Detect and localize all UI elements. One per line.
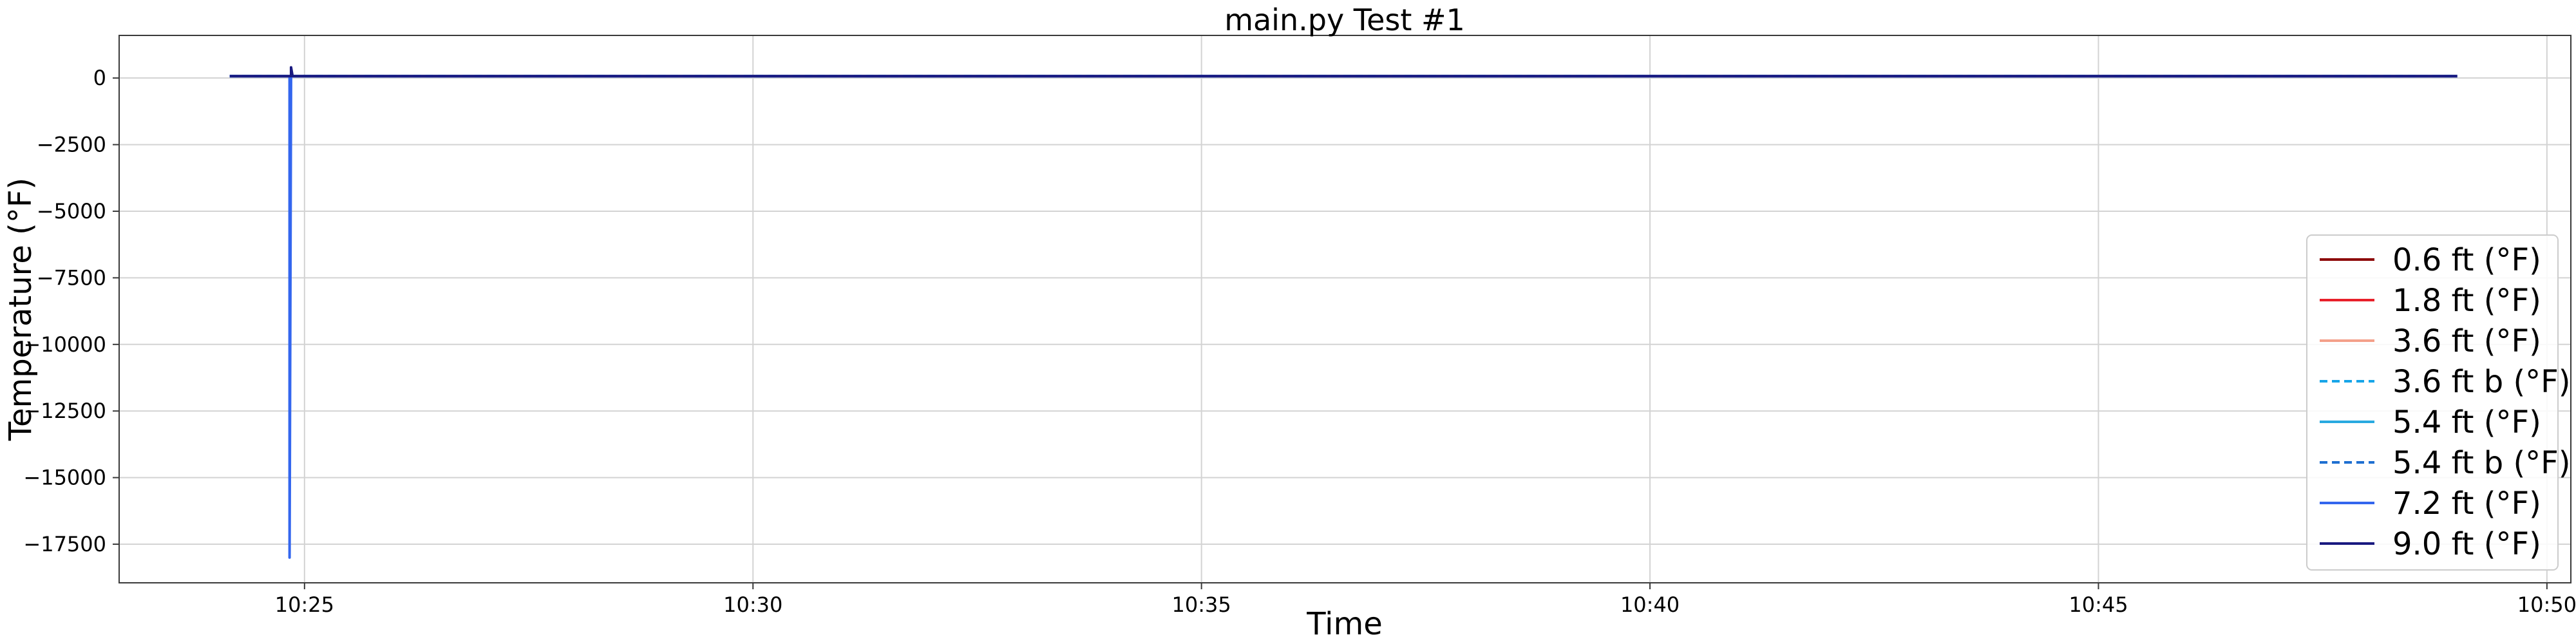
series-line [229, 66, 2458, 78]
x-axis: 10:25 10:30 10:35 10:40 10:45 10:50 [275, 583, 2576, 617]
y-axis-label: Temperature (°F) [3, 178, 39, 441]
y-tick-label: −7500 [37, 265, 106, 290]
legend-label: 3.6 ft b (°F) [2392, 364, 2571, 400]
plot-background [119, 35, 2571, 583]
series-layer [229, 66, 2458, 559]
legend: 0.6 ft (°F) 1.8 ft (°F) 3.6 ft (°F) 3.6 ft … [2306, 234, 2571, 571]
x-tick-label: 10:30 [723, 592, 782, 617]
legend-frame [2306, 234, 2559, 571]
y-tick-label: −15000 [23, 466, 106, 490]
grid [119, 35, 2571, 583]
y-axis: 0 −2500 −5000 −7500 −10000 −12500 −15000 −17500 [23, 66, 119, 556]
x-tick-label: 10:50 [2517, 592, 2576, 617]
y-tick-label: 0 [93, 66, 106, 90]
legend-label: 0.6 ft (°F) [2392, 242, 2541, 278]
legend-label: 3.6 ft (°F) [2392, 323, 2541, 359]
x-tick-label: 10:45 [2069, 592, 2128, 617]
legend-label: 7.2 ft (°F) [2392, 486, 2541, 522]
x-tick-label: 10:40 [1620, 592, 1680, 617]
chart-title: main.py Test #1 [1224, 3, 1465, 37]
legend-label: 9.0 ft (°F) [2392, 526, 2541, 562]
legend-label: 1.8 ft (°F) [2392, 283, 2541, 319]
legend-label: 5.4 ft b (°F) [2392, 445, 2571, 481]
y-tick-label: −10000 [23, 332, 106, 357]
x-tick-label: 10:35 [1172, 592, 1231, 617]
y-tick-label: −2500 [37, 133, 106, 157]
legend-label: 5.4 ft (°F) [2392, 404, 2541, 440]
plot-frame [118, 35, 2571, 583]
x-tick-label: 10:25 [275, 592, 334, 617]
y-tick-label: −12500 [23, 399, 106, 423]
x-axis-label: Time [1306, 606, 1382, 642]
y-tick-label: −5000 [37, 199, 106, 223]
y-tick-label: −17500 [23, 532, 106, 556]
